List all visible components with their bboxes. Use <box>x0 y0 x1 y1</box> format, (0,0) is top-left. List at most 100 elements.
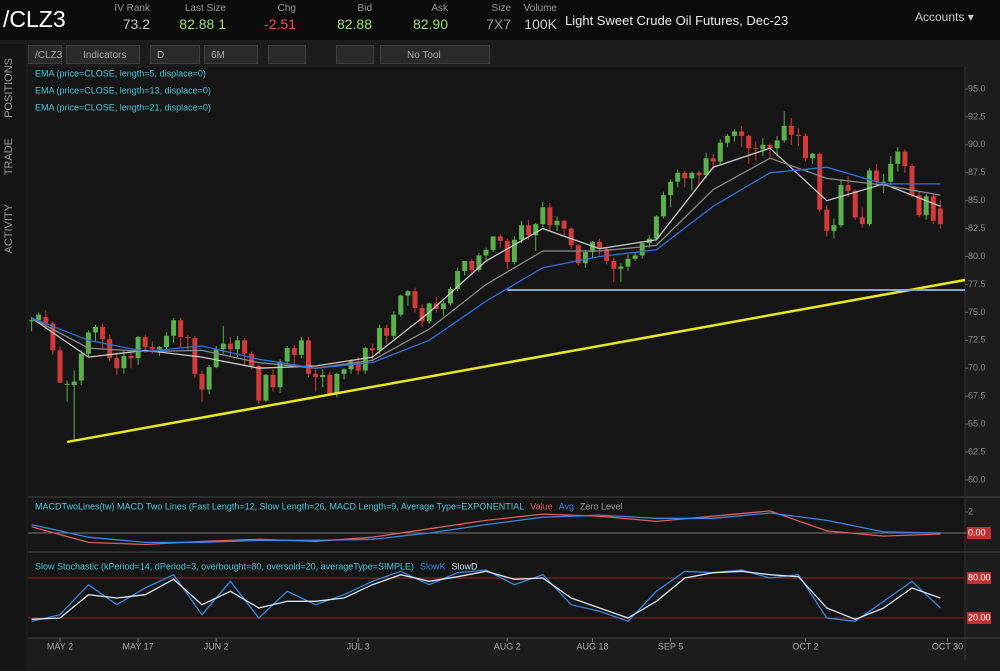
candle-body <box>710 158 716 162</box>
candle-body <box>448 288 453 304</box>
candle-body <box>760 144 766 150</box>
candle-body <box>838 185 844 226</box>
range-select[interactable]: 6M <box>204 45 258 64</box>
y-tick-label: 70.0 <box>968 363 986 373</box>
candle-body <box>831 225 837 231</box>
field-label: Bid <box>357 3 372 14</box>
field-label: Chg <box>277 3 296 14</box>
candle-body <box>164 335 169 348</box>
accounts-menu[interactable]: Accounts ▾ <box>915 10 974 24</box>
quote-field: Last Size 82.88 1 <box>179 3 226 32</box>
candle-body <box>405 291 411 296</box>
field-value: 73.2 <box>122 16 150 32</box>
candle-body <box>483 249 489 256</box>
field-label: Volume <box>523 3 557 14</box>
y-tick-label: 92.5 <box>968 111 986 121</box>
style-select[interactable] <box>268 45 306 64</box>
value-box <box>967 572 991 584</box>
candle-body <box>249 353 255 366</box>
candle-body <box>419 307 425 322</box>
candle-body <box>476 255 482 270</box>
candle-body <box>142 336 148 348</box>
candle-body <box>682 172 688 179</box>
drawing-select[interactable] <box>336 45 374 64</box>
x-tick-label: MAY 17 <box>123 641 154 651</box>
candle-body <box>703 158 709 176</box>
candle-body <box>156 347 162 350</box>
candle-body <box>859 217 865 225</box>
side-tab[interactable]: TRADE <box>3 138 15 176</box>
candle-body <box>788 125 794 135</box>
field-value: 82.88 <box>336 16 372 32</box>
candle-body <box>902 151 908 167</box>
symbol[interactable]: /CLZ3 <box>3 6 66 32</box>
candle-body <box>526 225 532 236</box>
accounts-label[interactable]: Accounts <box>915 10 965 24</box>
candle-body <box>235 340 240 350</box>
candle-body <box>107 339 113 359</box>
ema-line <box>31 166 941 369</box>
aggregation-select[interactable]: D <box>150 45 200 64</box>
candle-body <box>916 195 922 216</box>
candle-body <box>632 255 638 259</box>
x-tick-label: OCT 2 <box>792 641 818 651</box>
tool-select[interactable]: No Tool <box>380 45 490 64</box>
x-tick-label: JUL 3 <box>347 641 370 651</box>
candle-body <box>774 140 780 149</box>
candle-body <box>135 336 141 359</box>
ema-label: EMA (price=CLOSE, length=21, displace=0) <box>35 102 211 112</box>
legend-entry: SlowD <box>452 561 479 571</box>
candle-body <box>824 209 830 231</box>
candle-body <box>504 240 510 263</box>
candle-body <box>227 343 233 350</box>
candle-body <box>845 185 851 191</box>
ema-label: EMA (price=CLOSE, length=5, displace=0) <box>35 68 206 78</box>
side-tab[interactable]: ACTIVITY <box>3 204 15 254</box>
sidebar: POSITIONS TRADE ACTIVITY <box>0 44 26 671</box>
candle-body <box>732 131 737 136</box>
value-box <box>967 612 991 624</box>
candle-body <box>100 326 106 340</box>
candle-body <box>334 373 340 394</box>
candle-body <box>874 170 879 182</box>
y-tick-label: 87.5 <box>968 167 986 177</box>
y-tick-label: 95.0 <box>968 83 986 93</box>
candle-body <box>724 135 730 143</box>
candle-body <box>795 134 801 136</box>
candle-body <box>618 266 624 269</box>
quote-field: Chg -2.51 <box>264 3 296 32</box>
candle-body <box>199 373 205 390</box>
candle-body <box>895 151 901 164</box>
candle-body <box>540 207 546 225</box>
field-value: 100K <box>524 16 557 32</box>
candle-body <box>277 361 283 388</box>
candle-body <box>327 374 333 394</box>
candle-body <box>78 353 84 381</box>
x-tick-label: MAY 2 <box>47 641 73 651</box>
candle-body <box>377 328 382 351</box>
candle-body <box>575 245 581 264</box>
indicators-button[interactable]: Indicators <box>66 45 140 64</box>
field-label: Last Size <box>184 3 226 14</box>
candle-body <box>781 125 787 141</box>
candle-body <box>185 336 191 339</box>
indicator-line <box>31 512 941 544</box>
candle-body <box>888 163 894 182</box>
candle-body <box>455 271 461 289</box>
y-tick-label: 60.0 <box>968 474 986 484</box>
candle-body <box>930 196 936 221</box>
candle-body <box>469 261 475 270</box>
candle-body <box>71 381 77 385</box>
side-tab[interactable]: POSITIONS <box>3 58 15 118</box>
candle-body <box>462 261 468 272</box>
symbol-box[interactable]: /CLZ3 <box>28 45 62 64</box>
candle-body <box>639 243 645 256</box>
candle-body <box>384 328 390 336</box>
candle-body <box>511 239 517 263</box>
candle-body <box>298 340 304 355</box>
candle-body <box>128 355 134 359</box>
y-tick-label: 65.0 <box>968 418 986 428</box>
candle-body <box>114 358 120 369</box>
candle-body <box>85 332 91 354</box>
